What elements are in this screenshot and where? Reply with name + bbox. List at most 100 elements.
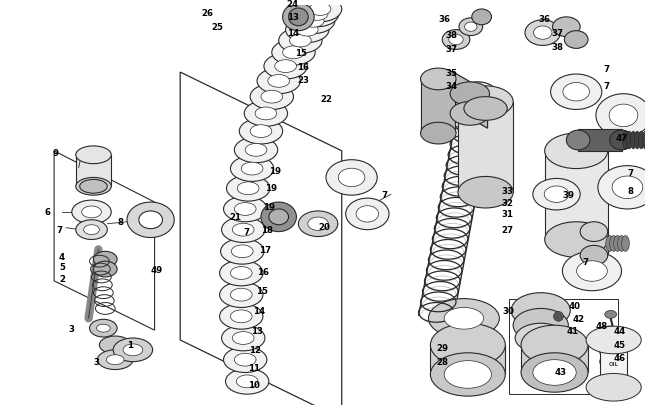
Bar <box>578 130 621 151</box>
Ellipse shape <box>84 225 99 235</box>
Text: 44: 44 <box>614 326 626 335</box>
Ellipse shape <box>289 35 311 48</box>
Text: 37: 37 <box>552 29 564 38</box>
Ellipse shape <box>296 24 318 37</box>
Text: 15: 15 <box>256 286 268 296</box>
Text: 3: 3 <box>94 357 99 366</box>
Ellipse shape <box>233 224 254 237</box>
Ellipse shape <box>231 245 253 258</box>
Polygon shape <box>453 73 488 129</box>
Text: 20: 20 <box>318 223 330 232</box>
Text: 23: 23 <box>298 76 309 85</box>
Text: 7: 7 <box>243 228 250 237</box>
Ellipse shape <box>533 179 580 211</box>
Ellipse shape <box>627 132 632 149</box>
Text: 16: 16 <box>298 62 309 71</box>
Bar <box>430 345 505 375</box>
Text: 13: 13 <box>287 13 298 22</box>
Ellipse shape <box>458 87 513 118</box>
Text: 17: 17 <box>259 245 271 254</box>
Ellipse shape <box>235 138 278 163</box>
Text: 7: 7 <box>604 82 610 91</box>
Ellipse shape <box>511 293 570 328</box>
Ellipse shape <box>580 222 608 242</box>
Text: 36: 36 <box>438 15 450 24</box>
Ellipse shape <box>94 262 117 277</box>
Ellipse shape <box>634 132 640 149</box>
Text: 21: 21 <box>229 213 241 222</box>
Ellipse shape <box>220 282 263 308</box>
Text: 13: 13 <box>251 326 263 335</box>
Ellipse shape <box>421 69 456 91</box>
Ellipse shape <box>231 310 252 323</box>
Ellipse shape <box>525 21 560 46</box>
Ellipse shape <box>618 236 625 252</box>
Ellipse shape <box>107 355 124 365</box>
Ellipse shape <box>430 353 505 396</box>
Ellipse shape <box>623 132 629 149</box>
Ellipse shape <box>298 0 342 23</box>
Text: 49: 49 <box>151 265 162 274</box>
Ellipse shape <box>113 338 153 362</box>
Ellipse shape <box>449 35 463 45</box>
Text: 38: 38 <box>552 43 564 52</box>
Text: 16: 16 <box>257 267 269 276</box>
Ellipse shape <box>296 2 339 28</box>
Text: 41: 41 <box>566 326 578 335</box>
Ellipse shape <box>465 23 477 32</box>
Ellipse shape <box>76 147 111 164</box>
Ellipse shape <box>226 176 270 202</box>
Ellipse shape <box>244 101 287 127</box>
Text: 19: 19 <box>263 203 275 212</box>
Ellipse shape <box>76 220 107 240</box>
Text: 24: 24 <box>287 0 299 9</box>
Ellipse shape <box>444 308 484 329</box>
Ellipse shape <box>99 336 131 354</box>
Text: 34: 34 <box>445 82 458 91</box>
Ellipse shape <box>235 203 256 216</box>
Text: 5: 5 <box>59 262 65 271</box>
Ellipse shape <box>564 32 588 49</box>
Ellipse shape <box>268 75 289 88</box>
Ellipse shape <box>231 288 252 301</box>
Ellipse shape <box>610 131 633 151</box>
Ellipse shape <box>610 236 617 252</box>
Ellipse shape <box>302 15 324 28</box>
Ellipse shape <box>551 75 602 110</box>
Ellipse shape <box>545 134 608 169</box>
Ellipse shape <box>338 169 365 187</box>
Text: 12: 12 <box>249 345 261 354</box>
Ellipse shape <box>257 69 300 94</box>
Ellipse shape <box>261 91 283 104</box>
Ellipse shape <box>609 105 638 127</box>
Text: 8: 8 <box>117 218 123 227</box>
Ellipse shape <box>237 182 259 195</box>
Ellipse shape <box>241 163 263 175</box>
Ellipse shape <box>283 47 304 60</box>
Text: 26: 26 <box>202 9 214 18</box>
Text: 38: 38 <box>445 31 457 40</box>
Text: 35: 35 <box>445 68 457 77</box>
Ellipse shape <box>458 177 513 209</box>
Ellipse shape <box>231 267 252 280</box>
Text: 31: 31 <box>501 210 514 219</box>
Ellipse shape <box>308 217 328 231</box>
Text: 9: 9 <box>52 149 58 158</box>
Text: 7: 7 <box>381 190 387 199</box>
Ellipse shape <box>566 131 590 151</box>
Text: 11: 11 <box>248 363 260 372</box>
Ellipse shape <box>291 9 335 34</box>
Ellipse shape <box>272 40 315 66</box>
Text: 6: 6 <box>44 208 50 217</box>
Text: 42: 42 <box>572 314 584 323</box>
Bar <box>76 156 111 187</box>
Ellipse shape <box>261 202 296 232</box>
Ellipse shape <box>275 61 296 73</box>
Ellipse shape <box>450 102 489 126</box>
Ellipse shape <box>421 123 456 145</box>
Bar <box>421 80 455 134</box>
Bar <box>521 345 588 373</box>
Ellipse shape <box>264 54 307 80</box>
Ellipse shape <box>521 325 588 365</box>
Ellipse shape <box>606 236 614 252</box>
